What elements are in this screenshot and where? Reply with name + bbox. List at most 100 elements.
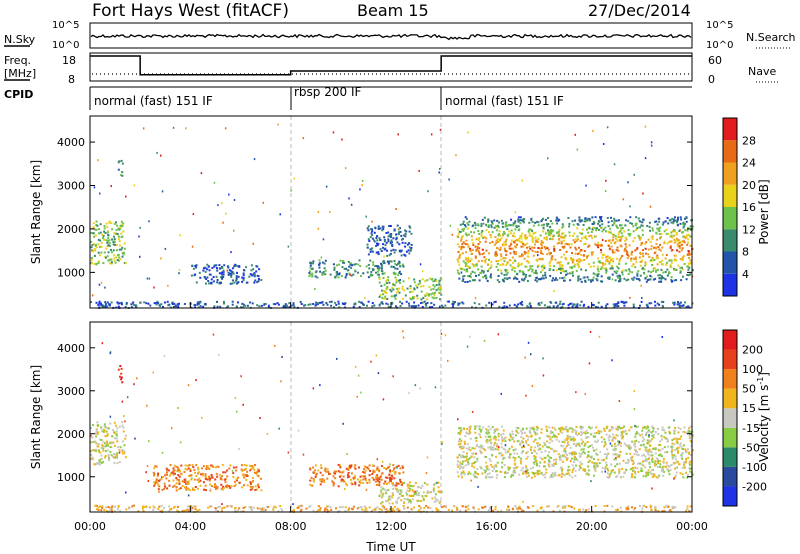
data-pixel (512, 467, 515, 469)
data-pixel (163, 506, 165, 509)
data-pixel (474, 297, 477, 300)
data-pixel (395, 482, 398, 484)
data-pixel (377, 242, 380, 245)
data-pixel (660, 277, 662, 279)
data-pixel (650, 245, 653, 248)
data-pixel (462, 456, 465, 459)
data-pixel (620, 300, 623, 303)
data-pixel (398, 227, 400, 230)
data-pixel (557, 433, 560, 436)
data-pixel (644, 455, 647, 458)
data-pixel (380, 250, 383, 252)
data-pixel (532, 440, 535, 443)
data-pixel (663, 230, 666, 233)
data-pixel (562, 445, 565, 448)
data-pixel (354, 481, 357, 484)
data-pixel (671, 447, 674, 450)
data-pixel (590, 455, 593, 458)
data-pixel (629, 205, 631, 208)
data-pixel (564, 452, 567, 455)
data-pixel (391, 301, 394, 304)
data-pixel (253, 275, 256, 278)
data-pixel (551, 431, 554, 434)
data-pixel (90, 453, 93, 456)
data-pixel (424, 303, 427, 305)
data-pixel (605, 269, 608, 272)
data-pixel (660, 268, 663, 271)
data-pixel (338, 263, 340, 266)
data-pixel (620, 437, 623, 440)
data-pixel (537, 302, 540, 305)
data-pixel (462, 223, 464, 225)
data-pixel (248, 275, 251, 278)
data-pixel (688, 451, 691, 454)
data-pixel (501, 225, 504, 228)
data-pixel (673, 303, 676, 306)
data-pixel (116, 249, 118, 252)
data-pixel (512, 474, 514, 477)
data-pixel (635, 426, 638, 428)
data-pixel (264, 303, 267, 305)
data-pixel (106, 241, 109, 244)
data-pixel (202, 269, 205, 272)
data-pixel (587, 436, 590, 438)
data-pixel (218, 473, 221, 476)
data-pixel (529, 305, 532, 307)
data-pixel (105, 247, 108, 250)
data-pixel (172, 506, 175, 509)
data-pixel (506, 234, 509, 237)
data-pixel (235, 278, 238, 281)
data-pixel (267, 306, 270, 309)
data-pixel (436, 288, 439, 291)
data-pixel (187, 505, 190, 508)
data-pixel (618, 462, 621, 465)
data-pixel (485, 249, 488, 252)
data-pixel (515, 277, 517, 280)
data-pixel (96, 433, 99, 436)
data-pixel (179, 234, 181, 237)
data-pixel (205, 278, 208, 280)
data-pixel (461, 243, 464, 245)
data-pixel (110, 454, 113, 457)
data-pixel (634, 450, 637, 453)
data-pixel (257, 485, 260, 488)
data-pixel (651, 229, 654, 232)
data-pixel (101, 445, 104, 447)
data-pixel (231, 279, 234, 282)
data-pixel (677, 264, 680, 267)
data-pixel (116, 427, 119, 430)
data-pixel (378, 468, 381, 471)
data-pixel (361, 179, 364, 182)
data-pixel (190, 274, 193, 277)
data-pixel (459, 461, 462, 464)
data-pixel (562, 225, 565, 228)
data-pixel (379, 475, 382, 478)
data-pixel (421, 301, 424, 304)
data-pixel (195, 464, 198, 467)
data-pixel (671, 457, 674, 460)
data-pixel (143, 301, 146, 304)
data-pixel (636, 222, 638, 225)
data-pixel (421, 495, 424, 498)
data-pixel (640, 259, 643, 262)
data-pixel (462, 466, 465, 469)
data-pixel (613, 222, 616, 225)
data-pixel (617, 267, 620, 270)
data-pixel (673, 443, 676, 446)
data-pixel (391, 482, 394, 485)
data-pixel (473, 265, 476, 268)
data-pixel (401, 465, 404, 468)
data-pixel (409, 481, 412, 484)
data-pixel (582, 276, 585, 279)
data-pixel (639, 238, 642, 241)
data-pixel (509, 224, 512, 227)
data-pixel (398, 270, 401, 273)
data-pixel (579, 220, 582, 223)
data-pixel (620, 227, 623, 230)
data-pixel (677, 431, 680, 434)
data-pixel (351, 483, 354, 486)
data-pixel (97, 449, 100, 452)
data-pixel (367, 253, 370, 256)
data-pixel (672, 220, 675, 223)
data-pixel (406, 493, 409, 496)
